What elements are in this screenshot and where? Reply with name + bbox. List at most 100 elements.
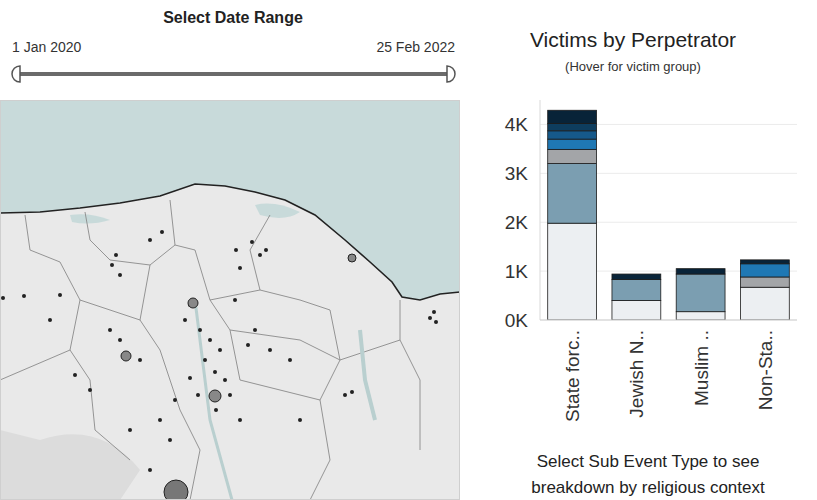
map-event: [118, 338, 122, 342]
slider-end: 25 Feb 2022: [376, 39, 455, 55]
map-event: [234, 248, 238, 252]
bars: [548, 110, 790, 320]
map-event: [434, 320, 438, 324]
map-event: [158, 418, 162, 422]
bar-segment[interactable]: [612, 300, 661, 320]
map-event: [183, 318, 187, 322]
map-event: [268, 348, 272, 352]
map-event: [208, 338, 212, 342]
dashboard: Select Date Range 1 Jan 2020 25 Feb 2022 Vi…: [0, 0, 817, 500]
map-land: [0, 184, 460, 500]
map-border: [340, 340, 420, 450]
map-event: [173, 398, 177, 402]
slider-title: Select Date Range: [163, 9, 303, 26]
x-tick-label: Muslim ..: [691, 330, 712, 406]
map-event: [432, 310, 436, 314]
map-border: [400, 300, 401, 340]
bar-segment[interactable]: [740, 264, 789, 277]
bar-segment[interactable]: [676, 269, 725, 274]
map-border: [25, 215, 130, 460]
bar-segment[interactable]: [740, 277, 789, 287]
footer-text: Select Sub Event Type to see: [537, 452, 760, 471]
x-tick-label: Non-Sta..: [755, 330, 776, 410]
y-tick-label: 4K: [505, 114, 529, 135]
map-border: [250, 215, 270, 290]
map-event: [48, 318, 52, 322]
map-lake: [70, 214, 110, 223]
map-sea: [0, 100, 460, 500]
footer-text: breakdown by religious context: [531, 478, 765, 497]
map-frame: [1, 101, 460, 500]
map-border: [230, 330, 340, 360]
map-event: [218, 348, 222, 352]
map-event: [203, 358, 207, 362]
slider-handle[interactable]: [12, 66, 20, 82]
map-event: [22, 294, 26, 298]
bar-segment[interactable]: [676, 312, 725, 320]
map-border: [0, 350, 70, 380]
map-event: [138, 358, 142, 362]
map-region: [0, 430, 140, 500]
bar-segment[interactable]: [548, 110, 597, 123]
map-event: [198, 328, 202, 332]
y-tick-label: 2K: [505, 212, 529, 233]
bar-segment[interactable]: [548, 164, 597, 224]
map-event: [288, 358, 292, 362]
bar-segment[interactable]: [548, 123, 597, 130]
map-event: [58, 293, 62, 297]
map-event: [246, 343, 250, 347]
chart-subtitle: (Hover for victim group): [565, 59, 701, 74]
bar-segment[interactable]: [548, 131, 597, 139]
bar-segment[interactable]: [676, 274, 725, 312]
map-event-cluster: [348, 254, 356, 262]
grid-line: [540, 320, 797, 321]
map-coastline: [0, 184, 460, 300]
map-event: [148, 238, 152, 242]
bar-segment[interactable]: [612, 274, 661, 279]
bar-segment[interactable]: [612, 279, 661, 300]
map-event: [88, 388, 92, 392]
map-border: [85, 212, 240, 380]
map-event-cluster: [121, 351, 131, 361]
y-tick-label: 3K: [505, 163, 529, 184]
x-tick-label: Jewish N..: [626, 330, 647, 418]
map-event: [238, 418, 242, 422]
map-event: [196, 393, 200, 397]
map-event: [213, 370, 217, 374]
map-event: [343, 393, 347, 397]
chart-title: Victims by Perpetrator: [530, 28, 736, 51]
map-event: [128, 428, 132, 432]
bar-segment[interactable]: [740, 260, 789, 264]
map-event-cluster: [209, 390, 221, 402]
bar-segment[interactable]: [548, 223, 597, 320]
map-event: [258, 253, 262, 257]
map-event: [1, 296, 5, 300]
x-tick-label: State forc..: [562, 330, 583, 422]
map-event: [118, 273, 122, 277]
map-river: [195, 300, 232, 500]
map-border: [140, 265, 200, 500]
slider-handle[interactable]: [447, 66, 455, 82]
slider-track[interactable]: [18, 72, 450, 76]
map-border: [240, 380, 320, 400]
map-event: [188, 376, 192, 380]
bar-segment[interactable]: [548, 149, 597, 163]
bar-segment[interactable]: [548, 139, 597, 149]
map-border: [170, 200, 175, 245]
map-event: [350, 390, 354, 394]
slider-start: 1 Jan 2020: [12, 39, 81, 55]
map-event: [214, 408, 218, 412]
map-event: [160, 230, 164, 234]
bar-segment[interactable]: [740, 287, 789, 320]
map-event: [253, 328, 257, 332]
y-axis: 0K1K2K3K4K: [505, 100, 797, 331]
map-event: [168, 438, 172, 442]
y-tick-label: 1K: [505, 261, 529, 282]
map-event: [298, 418, 302, 422]
map-border: [210, 290, 340, 500]
x-axis-line: [540, 320, 797, 321]
map-event-cluster: [164, 480, 188, 500]
map-event: [233, 298, 237, 302]
map-event: [428, 316, 432, 320]
map-event: [73, 373, 77, 377]
